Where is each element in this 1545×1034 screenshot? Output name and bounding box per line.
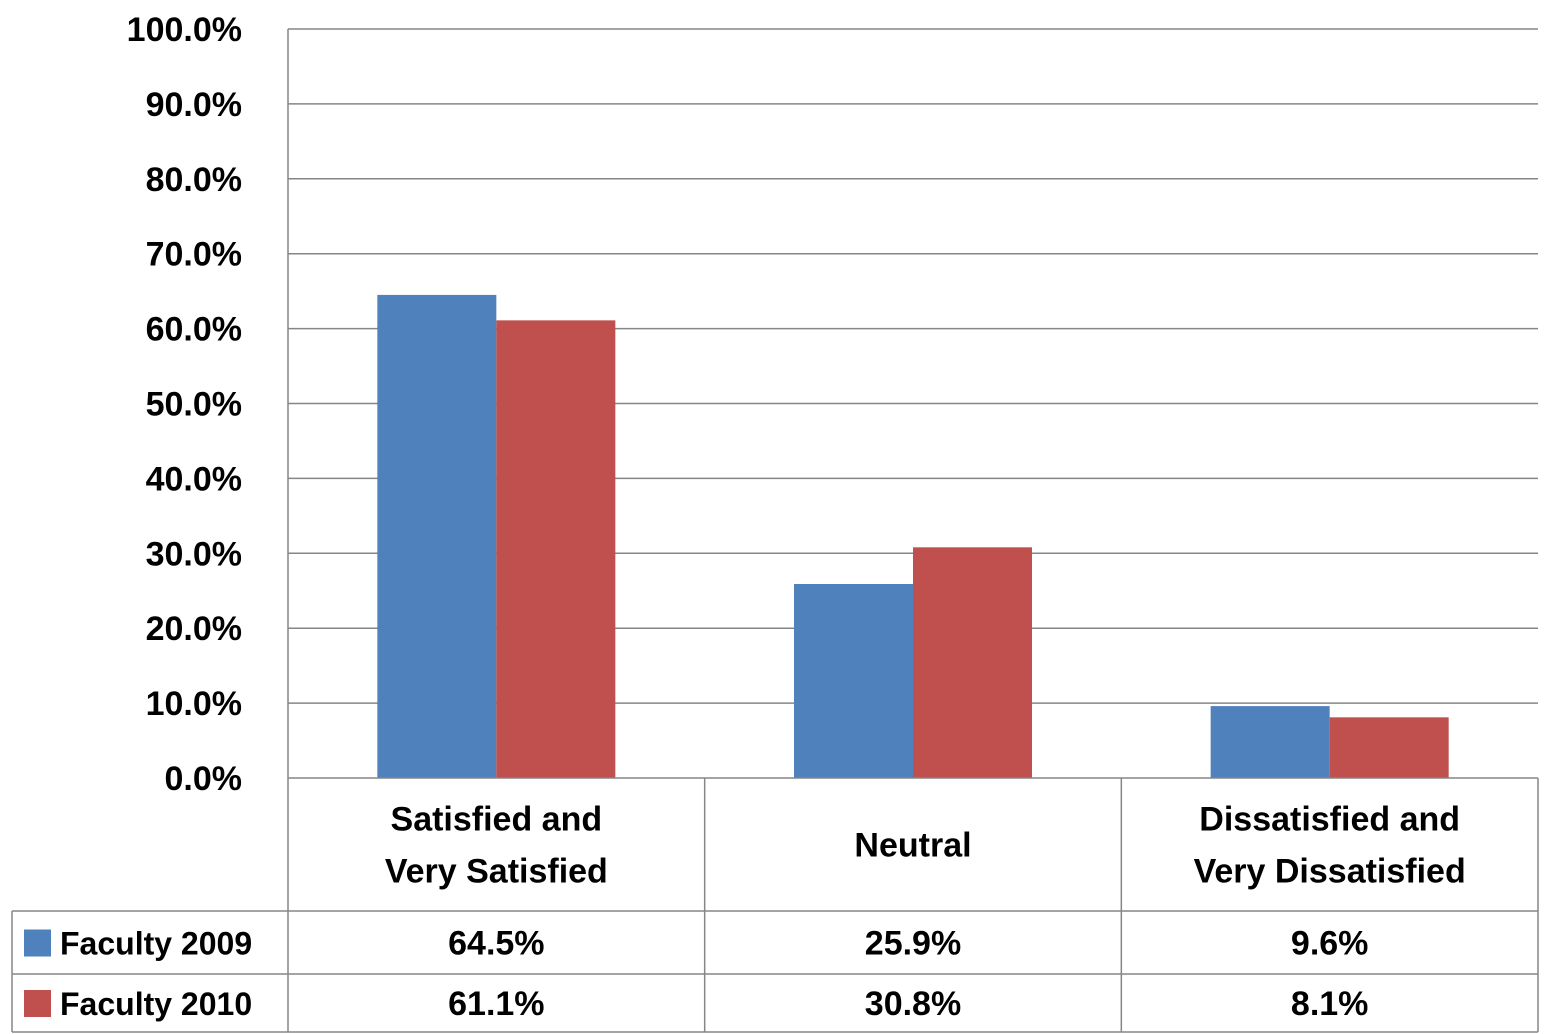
- x-tick-label: Very Dissatisfied: [1194, 853, 1466, 891]
- data-label: 30.8%: [865, 985, 961, 1023]
- y-tick-label: 20.0%: [146, 610, 242, 648]
- legend-label: Faculty 2010: [60, 986, 252, 1022]
- x-tick-label: Satisfied and: [391, 801, 603, 839]
- legend-swatch: [24, 929, 51, 957]
- y-tick-label: 100.0%: [127, 11, 242, 49]
- bar: [1329, 717, 1449, 778]
- legend-swatch: [24, 990, 51, 1017]
- x-tick-label: Very Satisfied: [385, 853, 608, 891]
- bar: [496, 320, 616, 778]
- y-tick-label: 70.0%: [146, 236, 242, 274]
- axes: [11, 29, 1539, 1033]
- y-tick-label: 10.0%: [146, 685, 242, 723]
- bar: [913, 547, 1032, 778]
- y-axis-ticks: 0.0% 10.0% 20.0% 30.0% 40.0% 50.0% 60.0% 70.0% 8…: [127, 11, 242, 798]
- data-label: 61.1%: [448, 985, 544, 1023]
- bar: [794, 584, 913, 778]
- y-tick-label: 0.0%: [165, 760, 243, 798]
- bar: [377, 294, 497, 778]
- bars: [377, 294, 1449, 778]
- x-tick-label: Neutral: [854, 827, 971, 865]
- x-tick-label: Dissatisfied and: [1199, 801, 1460, 839]
- data-label: 64.5%: [448, 925, 544, 963]
- legend-label: Faculty 2009: [60, 926, 252, 962]
- data-table: Satisfied and Very Satisfied Neutral Dissat…: [24, 801, 1466, 1023]
- y-tick-label: 30.0%: [146, 535, 242, 573]
- y-tick-label: 60.0%: [146, 311, 242, 349]
- data-label: 25.9%: [865, 925, 961, 963]
- y-tick-label: 80.0%: [146, 161, 242, 199]
- bar: [1210, 706, 1330, 778]
- data-label: 9.6%: [1291, 925, 1369, 963]
- y-tick-label: 90.0%: [146, 86, 242, 124]
- y-tick-label: 40.0%: [146, 460, 242, 498]
- y-tick-label: 50.0%: [146, 386, 242, 424]
- data-label: 8.1%: [1291, 985, 1369, 1023]
